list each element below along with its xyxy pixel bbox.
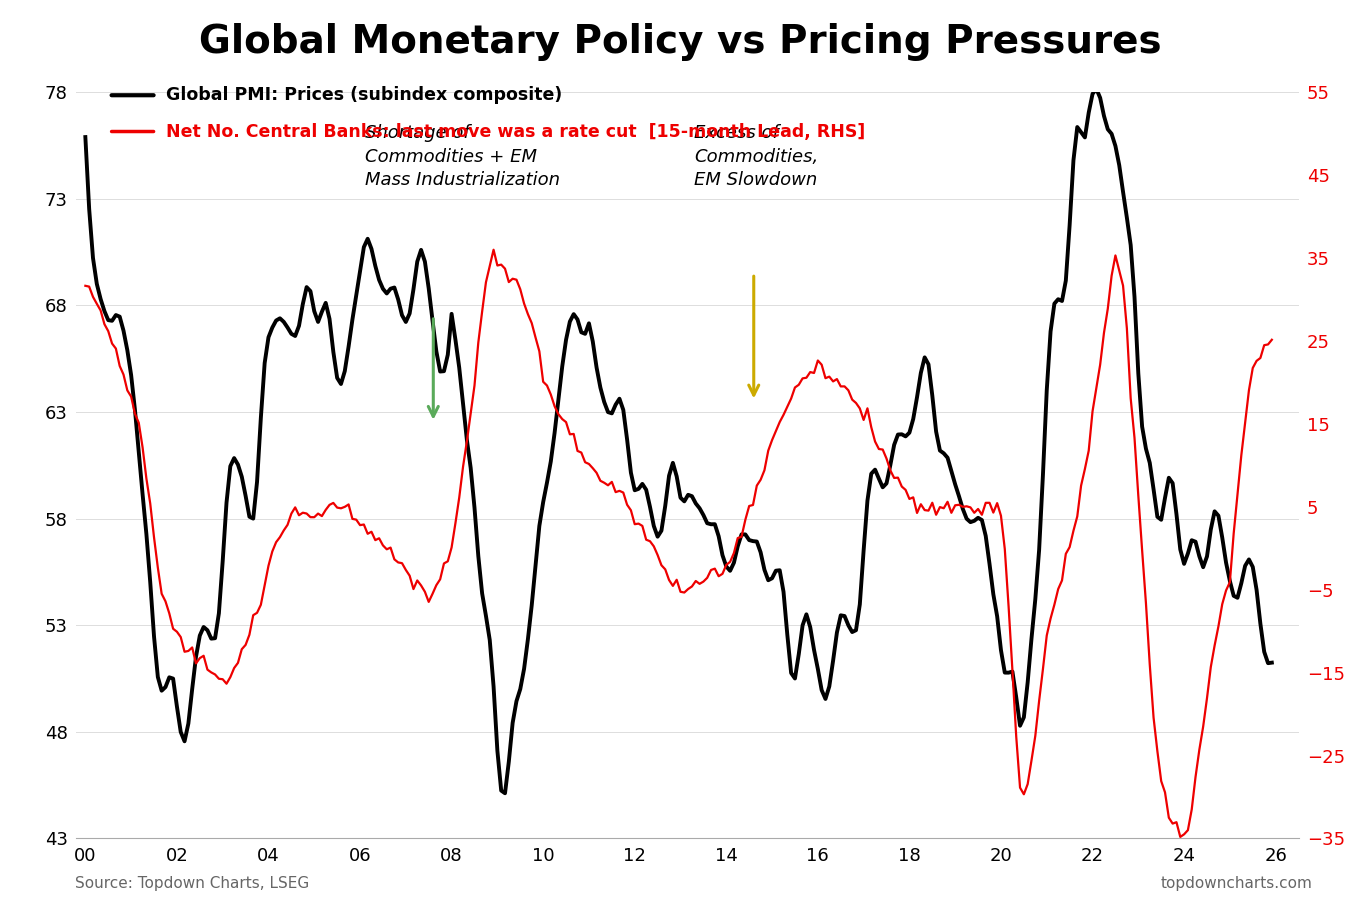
Text: Shortage of
Commodities + EM
Mass Industrialization: Shortage of Commodities + EM Mass Indust… [364, 124, 559, 190]
Text: Global PMI: Prices (subindex composite): Global PMI: Prices (subindex composite) [166, 86, 562, 104]
Text: Net No. Central Banks: last move was a rate cut  [15-month Lead, RHS]: Net No. Central Banks: last move was a r… [166, 122, 865, 141]
Text: topdowncharts.com: topdowncharts.com [1160, 875, 1312, 891]
Text: Global Monetary Policy vs Pricing Pressures: Global Monetary Policy vs Pricing Pressu… [199, 23, 1161, 61]
Text: Excess of
Commodities,
EM Slowdown: Excess of Commodities, EM Slowdown [694, 124, 819, 190]
Text: Source: Topdown Charts, LSEG: Source: Topdown Charts, LSEG [75, 875, 309, 891]
